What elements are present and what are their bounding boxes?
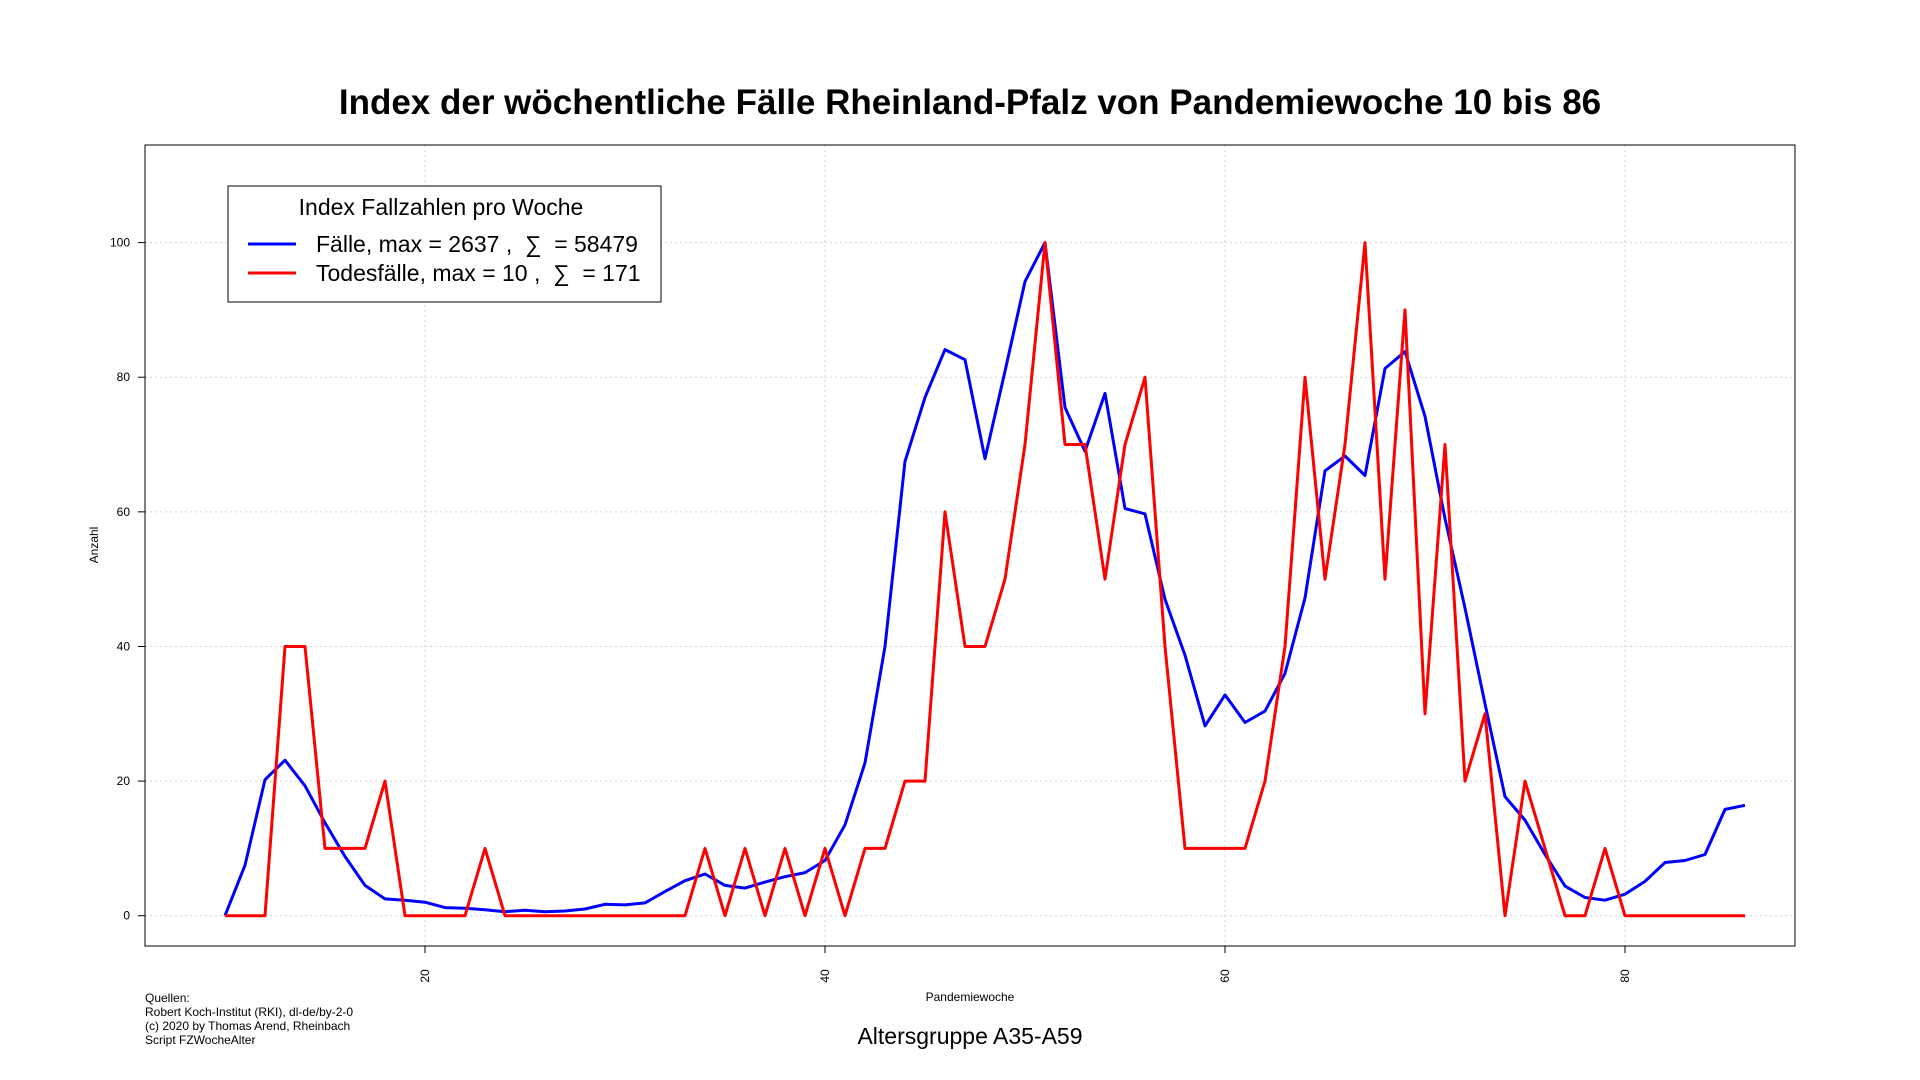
series-layer xyxy=(223,241,1746,918)
legend-label-faelle: Fälle, max = 2637 , ∑ = 58479 xyxy=(316,231,638,257)
x-tick-label: 20 xyxy=(418,969,432,983)
legend: Index Fallzahlen pro Woche Fälle, max = … xyxy=(227,185,662,303)
legend-label-todesfaelle: Todesfälle, max = 10 , ∑ = 171 xyxy=(316,260,641,286)
chart-title: Index der wöchentliche Fälle Rheinland-P… xyxy=(339,83,1601,122)
grid-layer xyxy=(145,145,1795,946)
y-tick-label: 0 xyxy=(123,909,130,923)
plot-frame xyxy=(144,144,1796,947)
legend-box xyxy=(227,185,662,303)
x-tick-label: 40 xyxy=(818,969,832,983)
x-axis-ticks: 20 40 60 80 xyxy=(418,946,1632,983)
y-tick-label: 60 xyxy=(117,505,131,519)
x-tick-label: 80 xyxy=(1618,969,1632,983)
series-line-faelle xyxy=(223,241,1746,917)
y-tick-label: 20 xyxy=(117,774,131,788)
x-axis-label: Pandemiewoche xyxy=(926,990,1015,1004)
sources-line-1: Robert Koch-Institut (RKI), dl-de/by-2-0 xyxy=(145,1005,353,1019)
y-axis-ticks: 0 20 40 60 80 100 xyxy=(110,236,145,923)
chart-subtitle: Altersgruppe A35-A59 xyxy=(857,1023,1082,1049)
sources-heading: Quellen: xyxy=(145,991,190,1005)
y-tick-label: 100 xyxy=(110,236,130,250)
sources-line-2: (c) 2020 by Thomas Arend, Rheinbach xyxy=(145,1019,350,1033)
x-tick-label: 60 xyxy=(1218,969,1232,983)
legend-title: Index Fallzahlen pro Woche xyxy=(299,194,584,220)
y-tick-label: 80 xyxy=(117,370,131,384)
sources-block: Quellen: Robert Koch-Institut (RKI), dl-… xyxy=(145,991,353,1047)
y-axis-label: Anzahl xyxy=(87,527,101,564)
sources-line-3: Script FZWocheAlter xyxy=(145,1033,255,1047)
series-line-todesfaelle xyxy=(225,241,1745,918)
y-tick-label: 40 xyxy=(117,639,131,653)
